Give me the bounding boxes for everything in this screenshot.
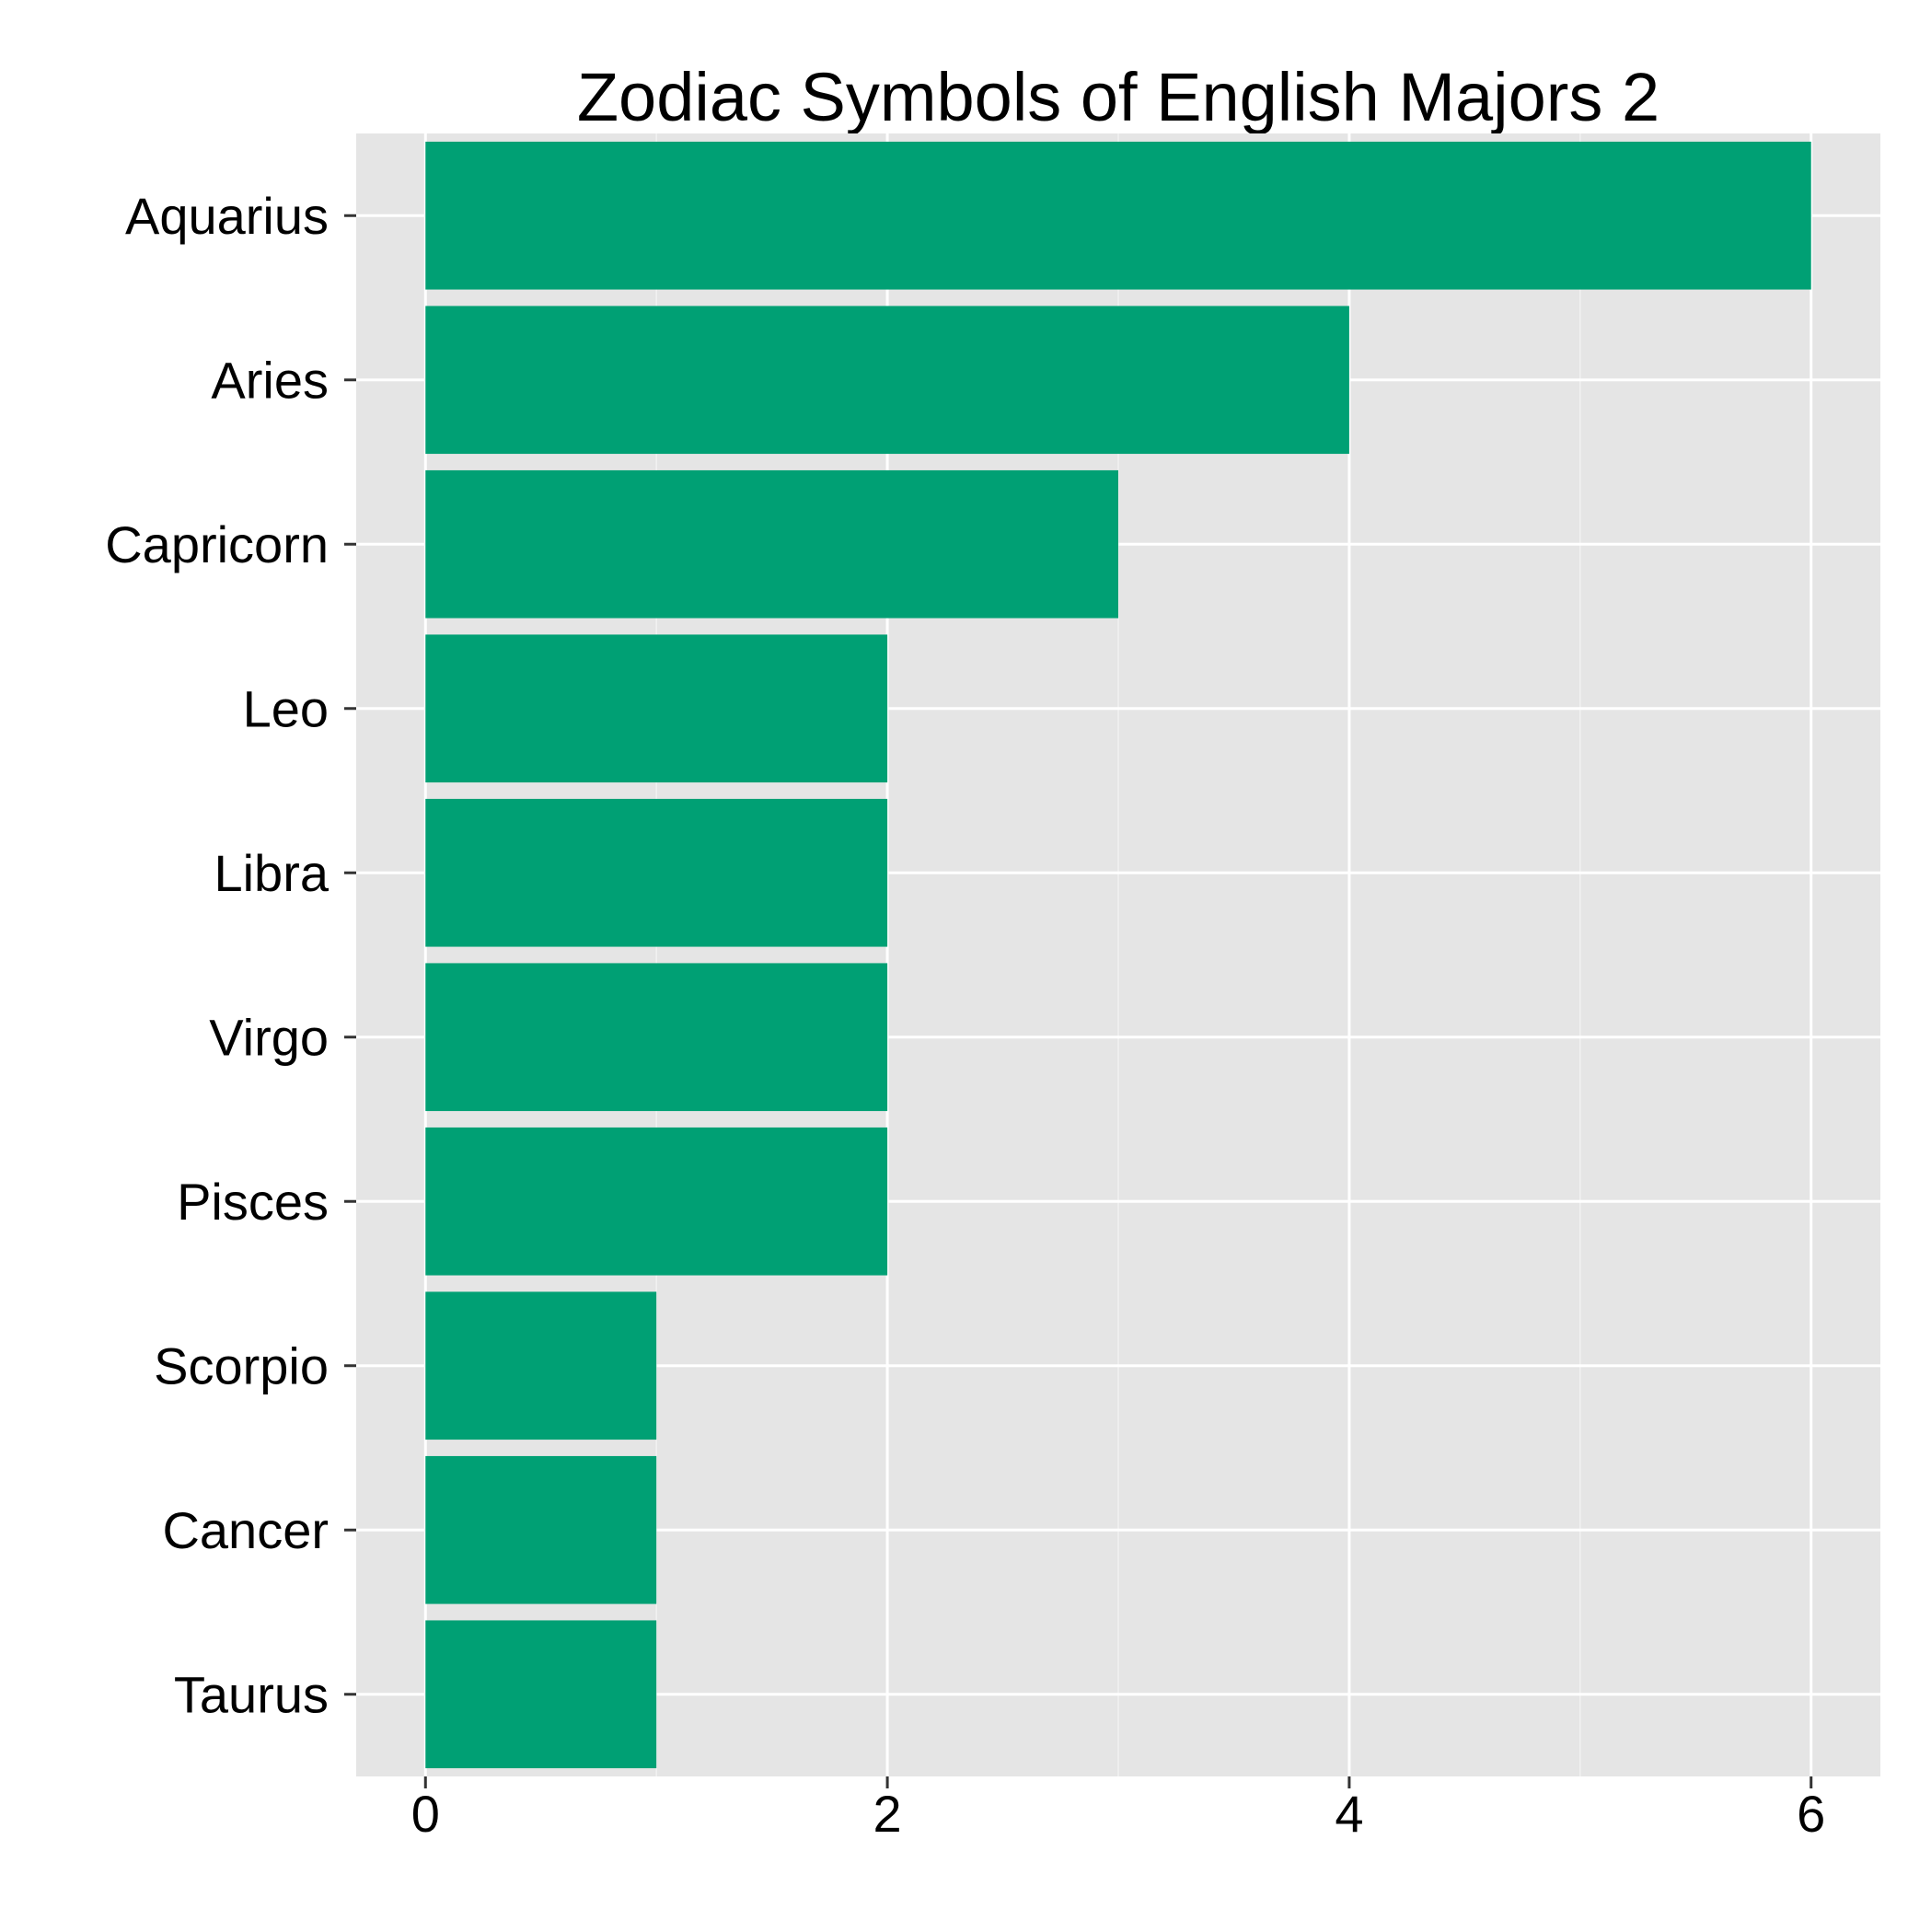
- y-tick-label: Cancer: [162, 1501, 329, 1559]
- bar-cancer: [425, 1455, 657, 1604]
- x-tick-label: 4: [1335, 1785, 1363, 1843]
- y-tick-label: Scorpio: [154, 1336, 329, 1394]
- bars: [425, 141, 1811, 1769]
- y-tick-label: Libra: [214, 844, 329, 902]
- x-tick-label: 2: [873, 1785, 902, 1843]
- chart-title: Zodiac Symbols of English Majors 2: [576, 59, 1660, 135]
- y-tick-label: Leo: [243, 679, 329, 737]
- bar-scorpio: [425, 1291, 657, 1440]
- bar-pisces: [425, 1127, 888, 1276]
- y-tick-label: Capricorn: [105, 515, 329, 573]
- bar-aquarius: [425, 141, 1811, 290]
- y-tick-label: Aries: [211, 351, 329, 409]
- bar-libra: [425, 798, 888, 947]
- bar-capricorn: [425, 469, 1119, 619]
- y-axis: Aquarius Aries Capricorn Leo Libra Virgo Pisce…: [105, 187, 356, 1723]
- y-tick-label: Aquarius: [125, 187, 329, 245]
- x-axis: 0 2 4 6: [411, 1776, 1825, 1843]
- bar-aries: [425, 306, 1349, 455]
- bar-leo: [425, 634, 888, 783]
- bar-taurus: [425, 1620, 657, 1769]
- x-tick-label: 0: [411, 1785, 440, 1843]
- y-tick-label: Virgo: [209, 1008, 329, 1066]
- x-tick-label: 6: [1797, 1785, 1825, 1843]
- y-tick-label: Pisces: [177, 1173, 329, 1231]
- bar-virgo: [425, 963, 888, 1112]
- y-tick-label: Taurus: [174, 1665, 329, 1723]
